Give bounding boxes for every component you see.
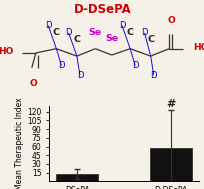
Text: C: C [126, 28, 133, 37]
Text: Se: Se [88, 28, 101, 37]
Text: D-DSePA: D-DSePA [73, 3, 131, 16]
Text: C: C [53, 28, 60, 37]
Text: D: D [58, 61, 64, 70]
Text: O: O [30, 79, 38, 88]
Text: #: # [165, 99, 175, 109]
Text: C: C [146, 36, 153, 44]
Text: D: D [150, 71, 156, 80]
Bar [56, 174, 98, 181]
Y-axis label: Mean Therapeutic Index: Mean Therapeutic Index [15, 97, 24, 189]
Text: HO: HO [0, 47, 13, 56]
Text: O: O [166, 16, 174, 25]
Text: D: D [65, 28, 72, 37]
Text: Se: Se [105, 34, 118, 43]
Text: D: D [45, 21, 51, 30]
Bar [149, 148, 191, 181]
Text: HO: HO [192, 43, 204, 52]
Text: D: D [131, 61, 138, 70]
Text: C: C [73, 36, 80, 44]
Text: D: D [118, 21, 125, 30]
Text: D: D [141, 28, 147, 37]
Text: D: D [76, 71, 83, 80]
